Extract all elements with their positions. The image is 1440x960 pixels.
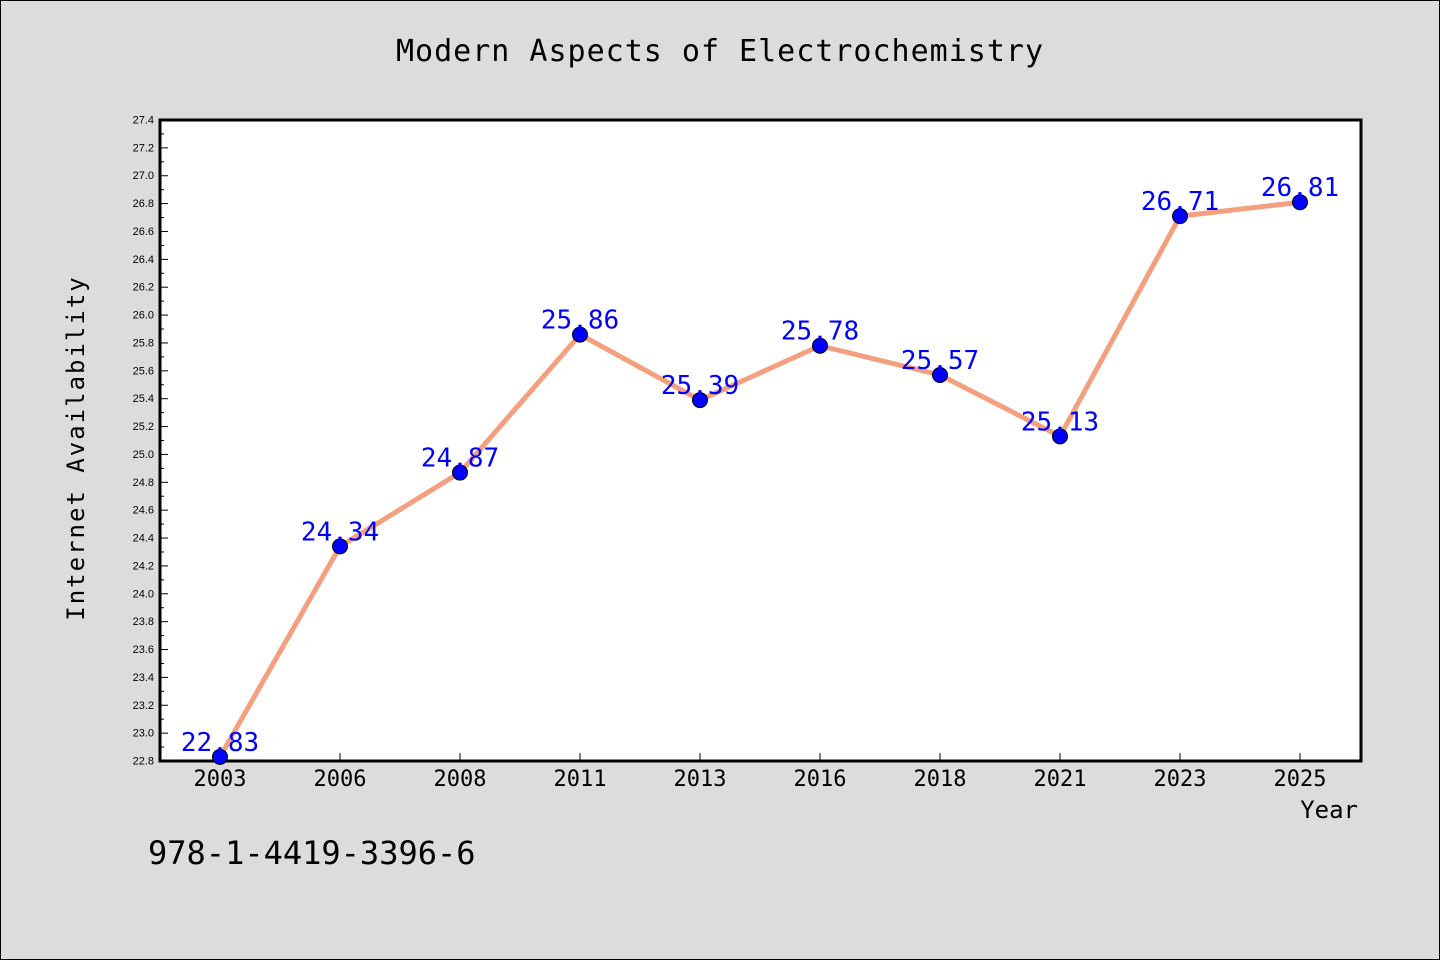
y-tick-label: 24.4: [133, 533, 154, 545]
y-tick-label: 26.0: [133, 310, 154, 322]
x-tick-label: 2021: [1034, 767, 1087, 792]
data-label: 24.34: [301, 517, 379, 547]
y-tick-label: 25.0: [133, 449, 154, 461]
y-tick-label: 25.4: [133, 393, 154, 405]
x-tick-label: 2006: [314, 767, 367, 792]
plot-area: [160, 120, 1361, 761]
data-point: [452, 464, 468, 481]
data-label: 24.87: [421, 444, 499, 474]
isbn-code: 978-1-4419-3396-6: [148, 834, 476, 872]
data-label: 25.13: [1021, 407, 1099, 437]
data-point: [212, 748, 228, 765]
y-tick-label: 23.2: [133, 700, 154, 712]
plot-border: [158, 118, 1363, 763]
x-tick-label: 2003: [194, 767, 247, 792]
x-tick-label: 2008: [434, 767, 487, 792]
data-label: 25.57: [901, 346, 979, 376]
y-tick-label: 26.2: [133, 282, 154, 294]
x-tick-label: 2018: [914, 767, 967, 792]
data-point: [932, 367, 948, 384]
y-tick-label: 26.8: [133, 198, 154, 210]
y-tick-label: 24.6: [133, 505, 154, 517]
data-point: [1172, 208, 1188, 225]
data-label: 25.78: [781, 317, 859, 347]
y-tick-label: 27.4: [133, 115, 154, 127]
chart-title: Modern Aspects of Electrochemistry: [395, 34, 1045, 69]
data-label: 26.71: [1141, 187, 1219, 217]
y-tick-label: 26.4: [133, 254, 154, 266]
data-point: [332, 538, 348, 555]
data-label: 25.86: [541, 306, 619, 336]
y-tick-label: 25.2: [133, 421, 154, 433]
y-tick-label: 23.8: [133, 616, 154, 628]
x-tick-label: 2016: [794, 767, 847, 792]
x-tick-label: 2011: [554, 767, 607, 792]
x-tick-label: 2025: [1274, 767, 1327, 792]
y-tick-label: 27.0: [133, 170, 154, 182]
y-tick-label: 25.8: [133, 337, 154, 349]
y-tick-label: 25.6: [133, 365, 154, 377]
x-tick-label: 2023: [1154, 767, 1207, 792]
data-point: [572, 326, 588, 343]
series-line: [217, 199, 1303, 760]
data-point: [812, 337, 828, 354]
x-tick-label: 2013: [674, 767, 727, 792]
x-axis-title: Year: [1300, 796, 1358, 824]
data-point: [692, 392, 708, 409]
y-tick-label: 24.0: [133, 588, 154, 600]
data-label: 26.81: [1261, 173, 1339, 203]
y-tick-label: 27.2: [133, 142, 154, 154]
data-point: [1052, 428, 1068, 445]
y-tick-label: 23.6: [133, 644, 154, 656]
y-tick-label: 23.0: [133, 728, 154, 740]
data-label: 25.39: [661, 371, 739, 401]
y-tick-label: 24.8: [133, 477, 154, 489]
y-tick-label: 23.4: [133, 672, 154, 684]
y-tick-label: 22.8: [133, 756, 154, 768]
y-tick-label: 26.6: [133, 226, 154, 238]
data-point: [1292, 194, 1308, 211]
data-label: 22.83: [181, 728, 259, 758]
y-tick-label: 24.2: [133, 560, 154, 572]
